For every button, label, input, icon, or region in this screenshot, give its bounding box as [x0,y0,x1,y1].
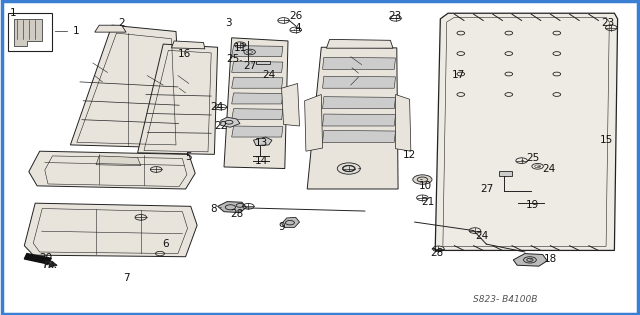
Polygon shape [282,83,300,126]
Polygon shape [24,203,197,257]
Text: 5: 5 [186,152,192,162]
Text: 4: 4 [294,23,301,33]
Polygon shape [253,137,272,146]
Polygon shape [307,47,398,189]
Text: 18: 18 [544,254,557,264]
Text: 21: 21 [421,197,435,207]
Polygon shape [435,13,618,250]
FancyBboxPatch shape [8,13,52,51]
Text: S823- B4100B: S823- B4100B [474,295,538,304]
Text: 8: 8 [210,204,216,214]
Text: 24: 24 [262,70,276,80]
Text: 3: 3 [225,18,232,28]
Polygon shape [232,126,283,137]
Text: 13: 13 [255,138,268,148]
Polygon shape [172,41,205,49]
Text: 27: 27 [480,184,493,194]
Polygon shape [96,156,141,166]
Text: 17: 17 [452,70,465,80]
Text: 24: 24 [543,164,556,175]
Text: 28: 28 [430,248,444,258]
Polygon shape [224,38,288,169]
Polygon shape [305,94,323,151]
Polygon shape [396,94,411,151]
Polygon shape [513,254,547,266]
Polygon shape [323,97,396,109]
Polygon shape [218,202,246,213]
Text: 1: 1 [10,8,16,18]
Polygon shape [323,114,396,126]
Polygon shape [221,117,240,127]
Polygon shape [323,76,396,88]
Text: 28: 28 [230,209,244,219]
Text: 19: 19 [526,200,540,210]
Circle shape [413,175,432,184]
Text: 26: 26 [289,11,303,21]
Text: 15: 15 [600,135,613,145]
Polygon shape [282,217,300,227]
Text: 25: 25 [526,153,540,163]
Text: FR.: FR. [44,261,58,270]
Polygon shape [232,61,283,72]
Text: 2: 2 [118,18,125,28]
Text: 20: 20 [40,253,53,263]
Text: 11: 11 [234,43,248,53]
Text: 24: 24 [210,102,223,112]
Text: 23: 23 [601,18,614,28]
FancyBboxPatch shape [499,171,512,176]
FancyBboxPatch shape [256,61,270,64]
Polygon shape [232,46,283,57]
Text: 12: 12 [403,150,417,160]
Polygon shape [70,25,182,148]
Polygon shape [95,25,126,32]
Polygon shape [29,151,195,189]
Text: 16: 16 [178,49,191,59]
Polygon shape [138,44,218,154]
Text: 23: 23 [388,11,401,21]
Text: 24: 24 [475,231,488,241]
Polygon shape [326,39,393,48]
Text: 14: 14 [255,156,268,166]
Polygon shape [24,254,51,264]
Polygon shape [323,130,396,142]
Circle shape [337,163,360,174]
Text: 22: 22 [214,121,228,131]
Polygon shape [14,19,42,46]
Text: 10: 10 [419,181,433,192]
Text: 1: 1 [72,26,79,37]
Text: 9: 9 [278,222,285,232]
Polygon shape [232,77,283,88]
Polygon shape [323,57,396,69]
Polygon shape [232,109,283,120]
Polygon shape [232,93,283,104]
Text: 7: 7 [123,273,129,283]
Text: 6: 6 [162,239,168,249]
Text: 27: 27 [243,60,257,71]
Text: 25: 25 [226,54,239,64]
